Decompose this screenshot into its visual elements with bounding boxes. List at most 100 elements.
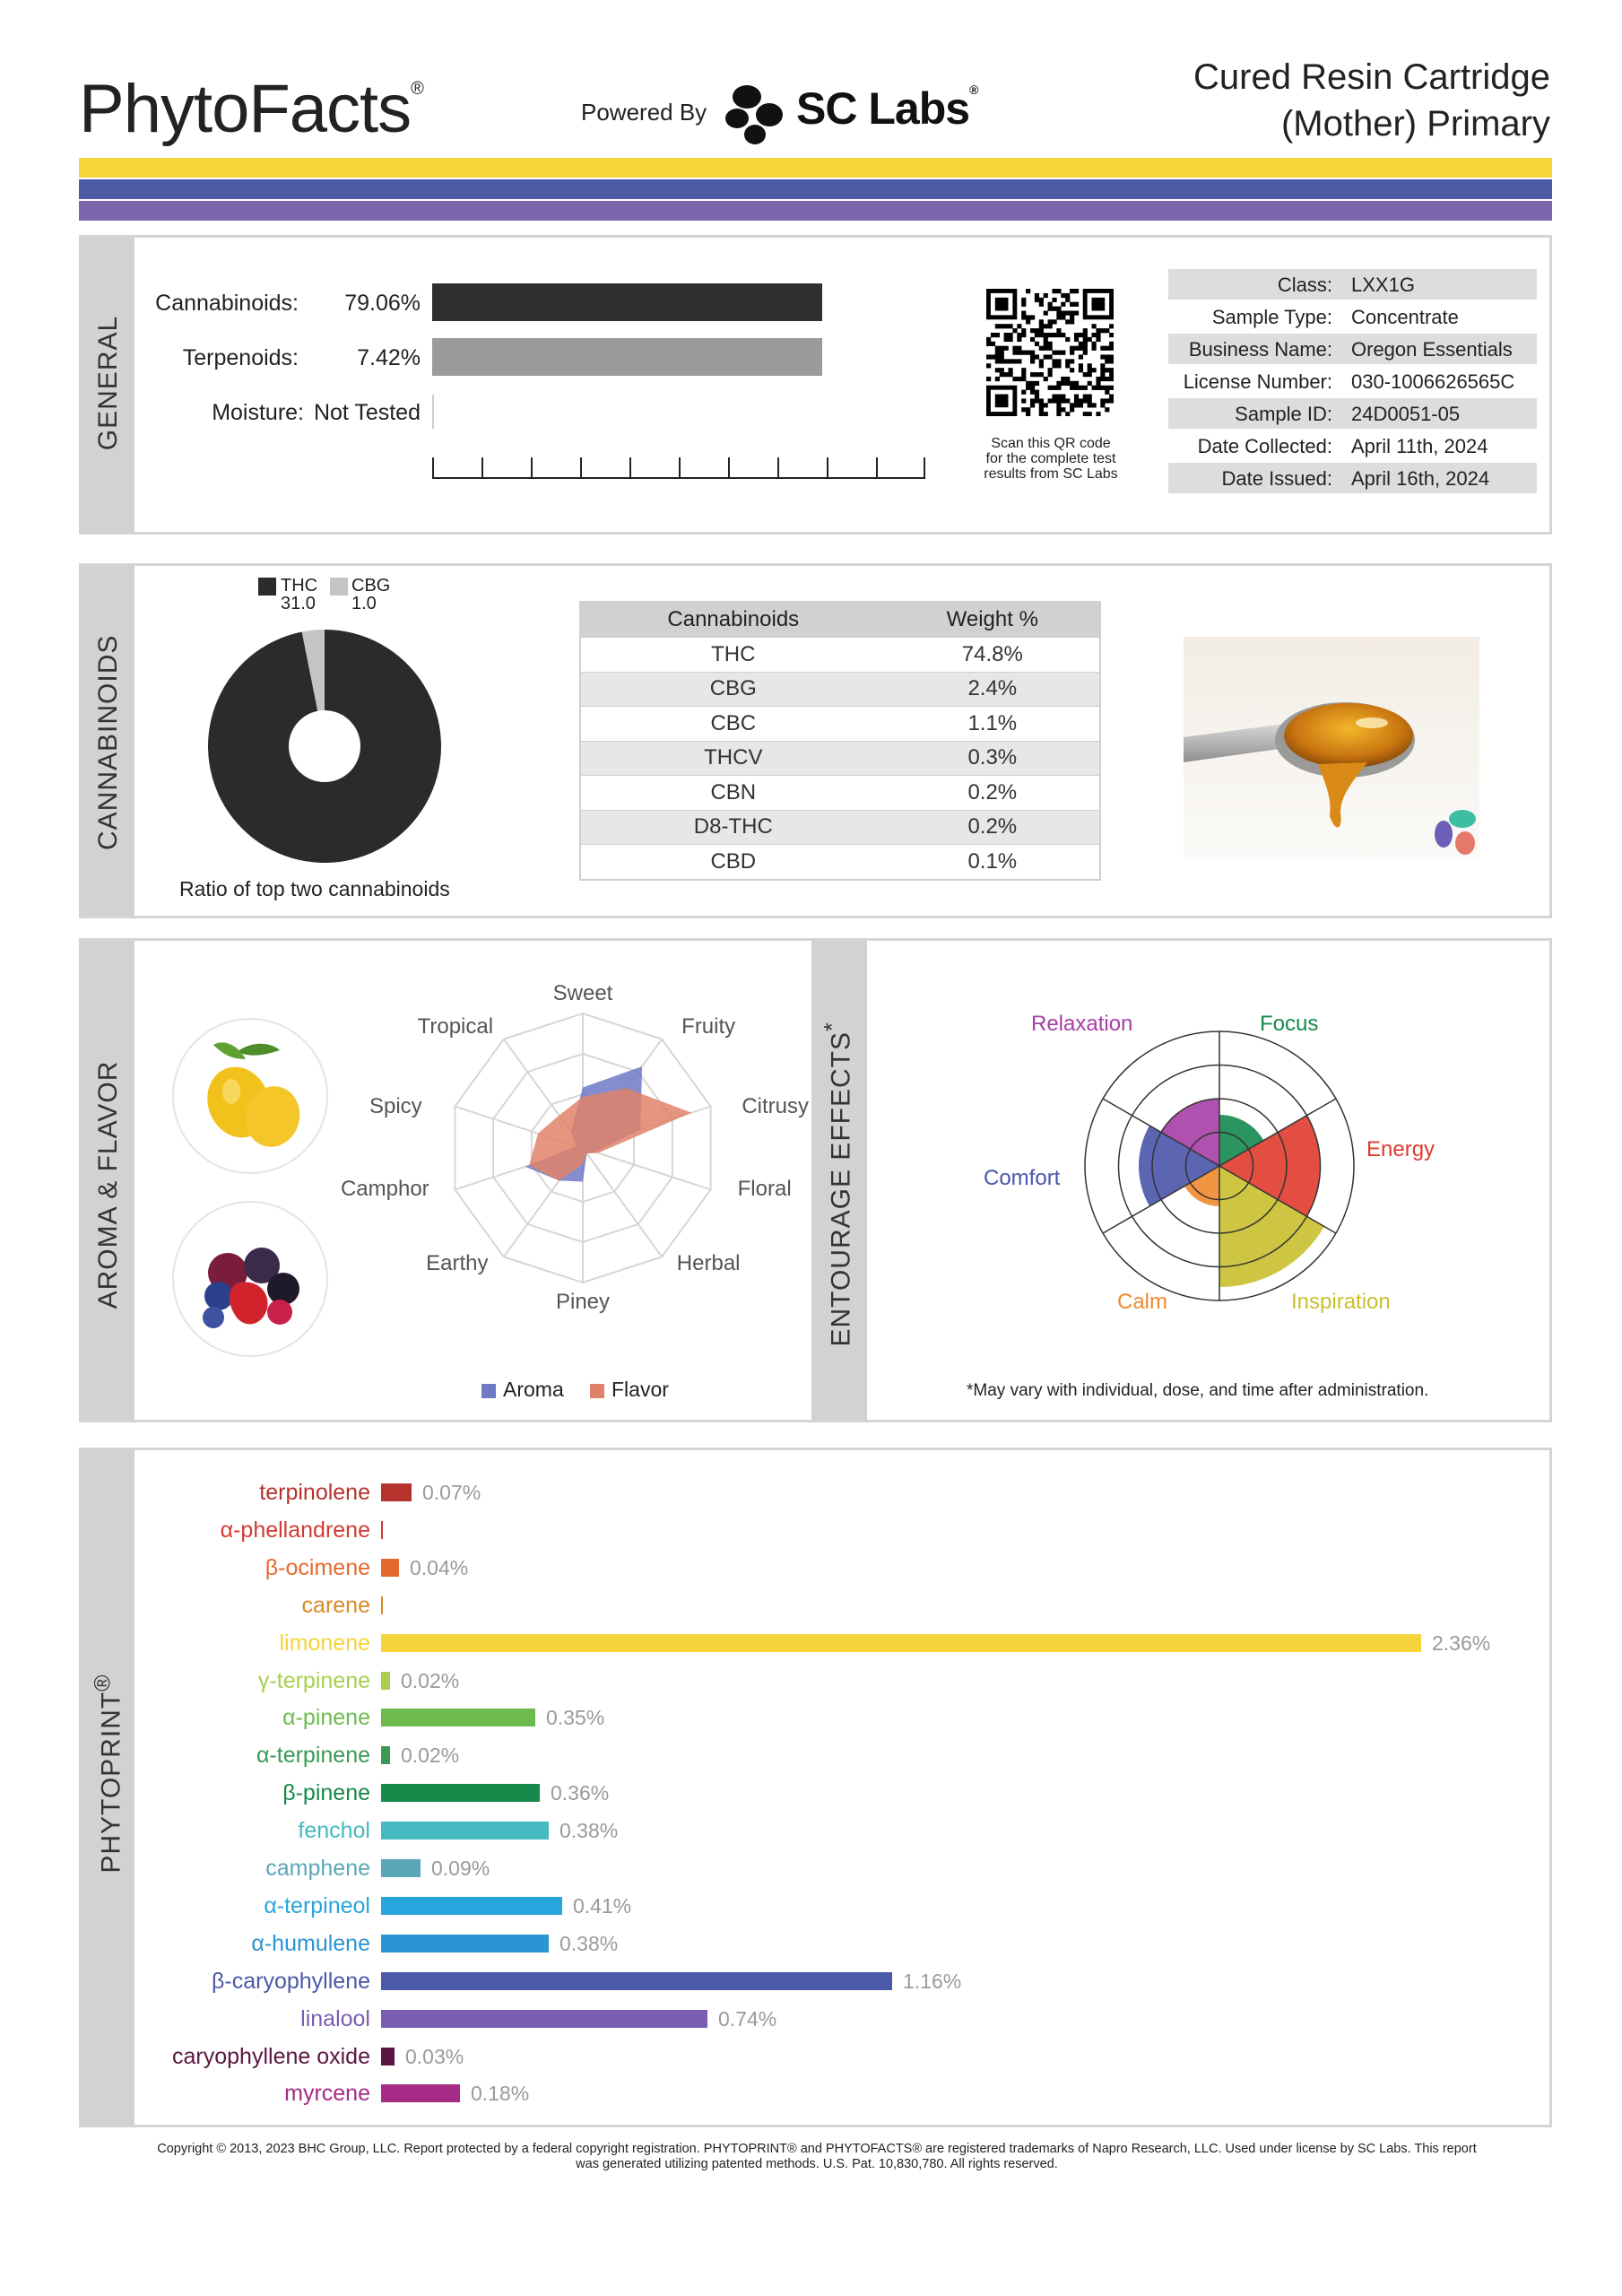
qr-module <box>1026 385 1031 390</box>
qr-module <box>1017 324 1022 329</box>
qr-module <box>994 324 1000 329</box>
qr-module <box>1026 380 1031 387</box>
qr-module <box>1052 332 1057 338</box>
qr-module <box>1043 354 1048 360</box>
qr-module <box>1087 412 1092 417</box>
table-header-row: Cannabinoids Weight % <box>580 602 1100 638</box>
terpene-bar <box>381 1859 421 1877</box>
table-row: D8-THC 0.2% <box>580 809 1100 845</box>
percent-scale <box>432 457 925 481</box>
qr-module <box>1070 380 1075 387</box>
qr-module <box>986 376 992 382</box>
qr-module <box>1029 328 1036 334</box>
info-value: Oregon Essentials <box>1351 338 1513 361</box>
lemon-icon <box>207 1042 300 1147</box>
phytoprint-panel: PHYTOPRINT® <box>79 1448 1552 2127</box>
qr-module <box>986 336 992 343</box>
qr-module <box>1008 368 1013 373</box>
qr-code[interactable] <box>986 289 1115 417</box>
qr-module <box>1082 385 1088 390</box>
qr-module <box>1047 306 1053 311</box>
qr-module <box>1021 376 1027 382</box>
qr-module <box>1052 289 1057 294</box>
terpene-value-label: 0.18% <box>471 2082 530 2106</box>
qr-module <box>1056 412 1062 417</box>
qr-caption: Scan this QR code for the complete test … <box>961 436 1141 482</box>
radar-axis-line <box>582 1147 663 1257</box>
qr-module <box>1056 407 1062 413</box>
qr-module <box>1105 376 1110 382</box>
entourage-asterisk: * <box>820 1022 846 1032</box>
qr-module <box>1052 306 1057 311</box>
qr-module <box>1061 310 1066 316</box>
terpene-value-label: 0.02% <box>401 1744 460 1768</box>
qr-module <box>1003 332 1009 338</box>
qr-module <box>1021 368 1027 373</box>
qr-module <box>1052 385 1057 390</box>
qr-module <box>1087 394 1092 399</box>
cannabinoid-weight: 2.4% <box>885 671 1100 707</box>
qr-module <box>1082 372 1088 378</box>
phytoprint-section-label: PHYTOPRINT® <box>91 1657 127 1891</box>
qr-module <box>999 345 1004 351</box>
cannabinoid-name: CBD <box>580 844 886 880</box>
terpene-bar <box>381 1483 412 1501</box>
qr-module <box>1061 292 1066 299</box>
qr-module <box>1109 332 1115 338</box>
qr-module <box>1065 310 1071 316</box>
scale-tick <box>728 457 730 479</box>
qr-module <box>1078 332 1084 338</box>
moisture-label: Moisture: <box>212 400 304 425</box>
qr-module <box>1052 297 1057 302</box>
info-row-class: Class: LXX1G <box>1168 269 1537 300</box>
qr-module <box>1038 372 1044 378</box>
powered-by-label: Powered By <box>581 99 707 126</box>
qr-module <box>1003 372 1009 378</box>
info-key: License Number: <box>1183 370 1332 393</box>
info-value: 030-1006626565C <box>1351 370 1515 393</box>
cannabinoid-table: Cannabinoids Weight % THC 74.8% CBG 2.4% C… <box>579 601 1101 881</box>
qr-finder-inner <box>994 394 1009 408</box>
qr-module <box>1070 315 1075 320</box>
qr-module <box>1061 398 1066 404</box>
qr-module <box>1100 385 1106 390</box>
effects-spoke <box>1102 1098 1220 1167</box>
qr-module <box>1091 403 1097 408</box>
phytoprint-label-text: PHYTOPRINT <box>96 1691 126 1874</box>
qr-module <box>1078 398 1084 404</box>
qr-module <box>1073 310 1080 316</box>
qr-module <box>1073 345 1080 351</box>
terpene-bar <box>381 2084 460 2103</box>
copyright-footer: Copyright © 2013, 2023 BHC Group, LLC. R… <box>86 2142 1548 2172</box>
terpene-value-label: 0.03% <box>405 2044 464 2068</box>
qr-module <box>1003 345 1009 351</box>
qr-module <box>1034 354 1040 360</box>
qr-module <box>1026 315 1031 320</box>
qr-module <box>1034 292 1040 299</box>
info-key: Sample Type: <box>1211 306 1332 328</box>
radar-axis-label-citrusy: Citrusy <box>742 1093 809 1118</box>
qr-module <box>1087 336 1092 343</box>
qr-module <box>994 359 1000 364</box>
yellow-stripe <box>79 158 1552 178</box>
cannabinoid-name: THCV <box>580 740 886 776</box>
qr-module <box>1100 372 1106 378</box>
qr-module <box>1047 319 1053 325</box>
qr-module <box>1029 380 1036 387</box>
qr-module <box>1078 385 1084 390</box>
cannabinoids-section-label: CANNABINOIDS <box>93 634 123 850</box>
lab-registered-mark: ® <box>969 83 978 97</box>
qr-module <box>1109 324 1115 329</box>
qr-module <box>1091 332 1097 338</box>
qr-module <box>1100 345 1106 351</box>
entourage-effects-chart <box>1084 1031 1355 1301</box>
flavor-series-area <box>529 1088 692 1181</box>
qr-caption-line-2: for the complete test <box>985 451 1116 466</box>
lemon-image <box>172 1018 328 1174</box>
terpene-bar <box>381 1784 540 1803</box>
pie-caption: Ratio of top two cannabinoids <box>179 877 450 900</box>
phytoprint-sidebar: PHYTOPRINT® <box>82 1450 134 2125</box>
radar-axis-label-sweet: Sweet <box>552 981 613 1005</box>
qr-module <box>1105 328 1110 334</box>
qr-module <box>1091 341 1097 346</box>
